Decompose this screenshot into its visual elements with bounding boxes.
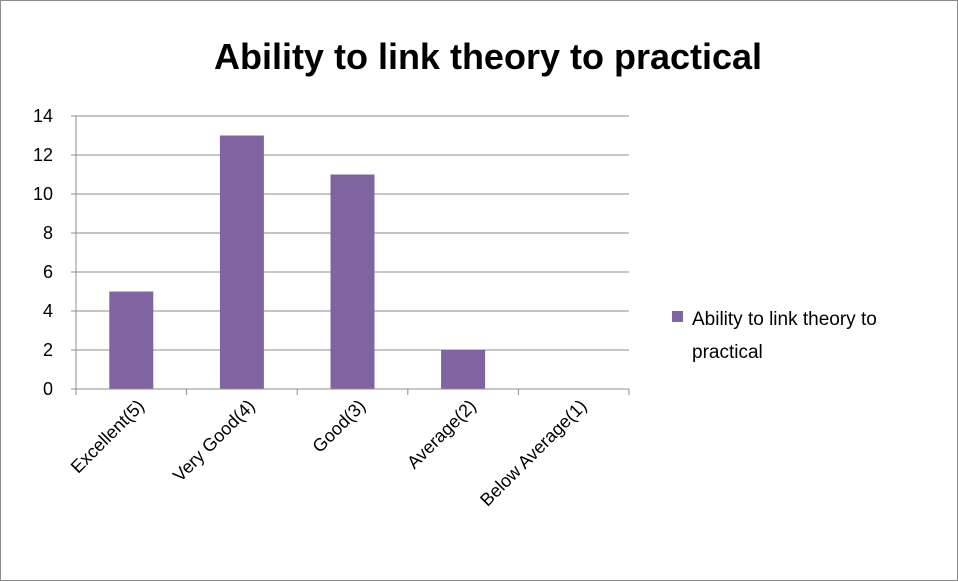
- y-tick-label: 2: [43, 340, 53, 360]
- x-tick-labels: Excellent(5) Very Good(4) Good(3) Average(2…: [67, 396, 591, 510]
- legend-label-line-2: practical: [692, 342, 763, 363]
- y-tick-label: 14: [33, 106, 53, 126]
- chart-title: Ability to link theory to practical: [214, 36, 762, 77]
- legend-swatch: [672, 311, 683, 322]
- x-tick-label: Very Good(4): [169, 396, 259, 486]
- y-tick-label: 0: [43, 379, 53, 399]
- x-tick-label: Average(2): [403, 396, 480, 473]
- x-tick-label: Good(3): [308, 396, 369, 457]
- y-tick-labels: 0 2 4 6 8 10 12 14: [33, 106, 53, 399]
- bar-very-good-4: [219, 135, 264, 389]
- axes: [71, 115, 630, 395]
- y-tick-label: 8: [43, 223, 53, 243]
- bar-good-3: [330, 174, 375, 389]
- y-tick-label: 10: [33, 184, 53, 204]
- bars: [109, 135, 486, 389]
- x-tick-label: Excellent(5): [67, 396, 148, 477]
- bar-average-2: [441, 350, 486, 389]
- bar-excellent-5: [109, 291, 154, 389]
- x-tick-label: Below Average(1): [476, 396, 590, 510]
- legend-label-line-1: Ability to link theory to: [692, 309, 877, 330]
- y-tick-label: 4: [43, 301, 53, 321]
- y-tick-label: 12: [33, 145, 53, 165]
- legend: Ability to link theory to practical: [672, 309, 877, 363]
- y-tick-label: 6: [43, 262, 53, 282]
